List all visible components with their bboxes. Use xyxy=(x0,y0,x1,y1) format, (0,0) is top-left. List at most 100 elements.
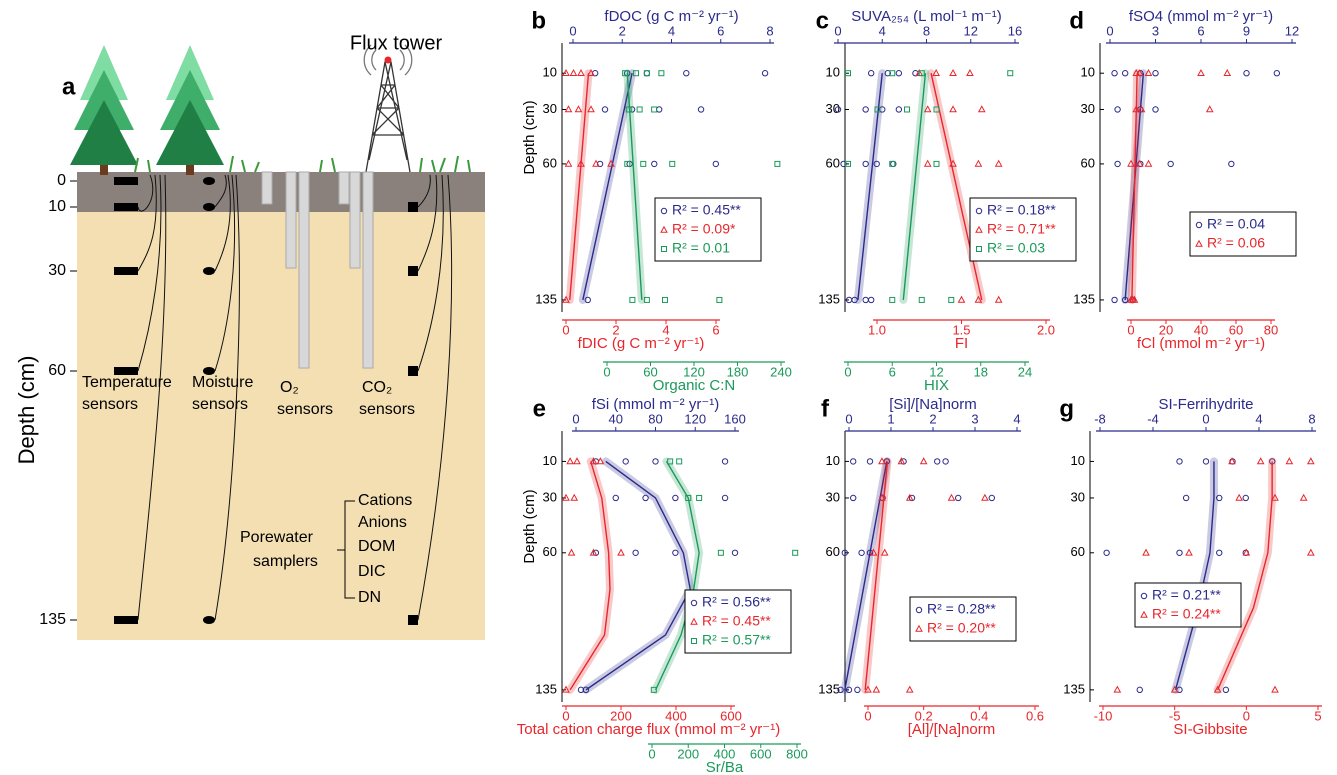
point xyxy=(1299,493,1308,501)
fit-line xyxy=(1174,461,1215,691)
sensor-label: sensors xyxy=(359,401,415,418)
point xyxy=(589,548,598,556)
grass xyxy=(134,155,471,173)
x-axis-title: Organic C:N xyxy=(653,377,736,394)
x-tick-label: 400 xyxy=(665,708,687,723)
fit-line xyxy=(902,73,927,300)
subsoil xyxy=(77,212,485,640)
x-axis-title: fDIC (g C m⁻² yr⁻¹) xyxy=(578,335,705,352)
point xyxy=(874,106,881,113)
x-tick-label: 12 xyxy=(1285,23,1299,38)
legend-label: R² = 0.45** xyxy=(672,202,741,218)
point xyxy=(1213,685,1222,693)
point xyxy=(1121,70,1129,77)
point xyxy=(1152,70,1159,77)
point xyxy=(1242,494,1249,502)
point xyxy=(850,458,857,465)
panel-a: a Flux tower Depth (cm) 0 10 30 60 135 xyxy=(14,32,485,640)
point xyxy=(1216,494,1223,502)
point xyxy=(918,70,925,77)
point xyxy=(650,686,657,693)
legend-label: R² = 0.57** xyxy=(702,632,771,648)
point xyxy=(1144,159,1153,167)
sampler-label: Porewater xyxy=(240,529,314,546)
x-tick-label: 0.4 xyxy=(970,708,988,723)
y-tick-label: 60 xyxy=(1081,155,1095,170)
point xyxy=(834,106,842,113)
legend-box xyxy=(1189,211,1297,257)
point xyxy=(858,549,865,556)
point xyxy=(988,494,995,502)
point xyxy=(1176,458,1183,465)
sensor-label: sensors xyxy=(82,396,138,413)
y-tick-label: 60 xyxy=(826,544,840,559)
point xyxy=(895,70,903,77)
point xyxy=(584,296,591,304)
panel-label: g xyxy=(1059,395,1074,422)
point xyxy=(629,296,636,303)
y-tick-label: 135 xyxy=(535,681,557,696)
y-tick-label: 60 xyxy=(826,155,840,170)
legend-label: R² = 0.09* xyxy=(672,221,736,237)
legend-marker xyxy=(976,246,982,252)
point xyxy=(966,68,974,77)
fit-line xyxy=(569,461,611,691)
x-tick-label: 6 xyxy=(1197,23,1204,38)
y-tick-label: 30 xyxy=(1071,489,1085,504)
point xyxy=(672,494,679,502)
x-tick-label: 0 xyxy=(648,746,655,761)
panel-label: e xyxy=(533,395,546,422)
point xyxy=(564,159,573,167)
point xyxy=(949,105,957,113)
x-tick-label: 18 xyxy=(974,364,988,379)
x-axis-title: HIX xyxy=(924,377,949,394)
legend-label: R² = 0.21** xyxy=(1152,587,1221,603)
point xyxy=(716,296,723,303)
point xyxy=(658,70,665,77)
point xyxy=(570,493,579,501)
point xyxy=(652,458,659,465)
point xyxy=(889,296,896,303)
point xyxy=(845,70,851,77)
depth-label: 135 xyxy=(39,611,66,628)
legend-marker xyxy=(975,207,983,215)
y-tick-label: 135 xyxy=(1063,681,1085,696)
point xyxy=(642,494,649,502)
legend-box xyxy=(654,197,762,262)
point xyxy=(947,493,956,501)
y-tick-label: 60 xyxy=(1071,544,1085,559)
point xyxy=(669,160,676,167)
legend-label: R² = 0.03 xyxy=(987,240,1045,256)
x-tick-label: 0 xyxy=(1243,708,1250,723)
fit-line xyxy=(930,73,983,301)
legend-marker xyxy=(915,624,923,632)
point xyxy=(683,70,690,77)
fit-line xyxy=(582,73,633,301)
sensor-label: O₂ xyxy=(280,379,299,396)
point xyxy=(1197,68,1205,77)
x-axis-title: SI-Gibbsite xyxy=(1173,721,1247,738)
x-tick-label: 0 xyxy=(562,708,569,723)
x-tick-label: 0 xyxy=(1202,411,1209,426)
point xyxy=(577,159,585,167)
x-tick-label: 1.5 xyxy=(952,322,970,337)
fit-line xyxy=(626,73,643,300)
legend-label: R² = 0.01 xyxy=(672,240,730,256)
point xyxy=(569,68,578,77)
point xyxy=(889,70,896,77)
x-tick-label: 0.2 xyxy=(915,708,933,723)
point xyxy=(1152,106,1159,113)
point xyxy=(721,458,729,465)
point xyxy=(685,494,692,501)
point xyxy=(676,458,683,465)
x-tick-label: 240 xyxy=(770,364,792,379)
x-tick-label: -5 xyxy=(1169,708,1181,723)
legend-label: R² = 0.24** xyxy=(1152,606,1221,622)
point xyxy=(949,68,957,77)
y-tick-label: 30 xyxy=(826,101,840,116)
y-tick-label: 30 xyxy=(543,489,557,504)
point xyxy=(1228,160,1235,168)
y-tick-label: 10 xyxy=(1071,453,1085,468)
x-tick-label: 0 xyxy=(603,364,610,379)
legend-label: R² = 0.45** xyxy=(702,613,771,629)
